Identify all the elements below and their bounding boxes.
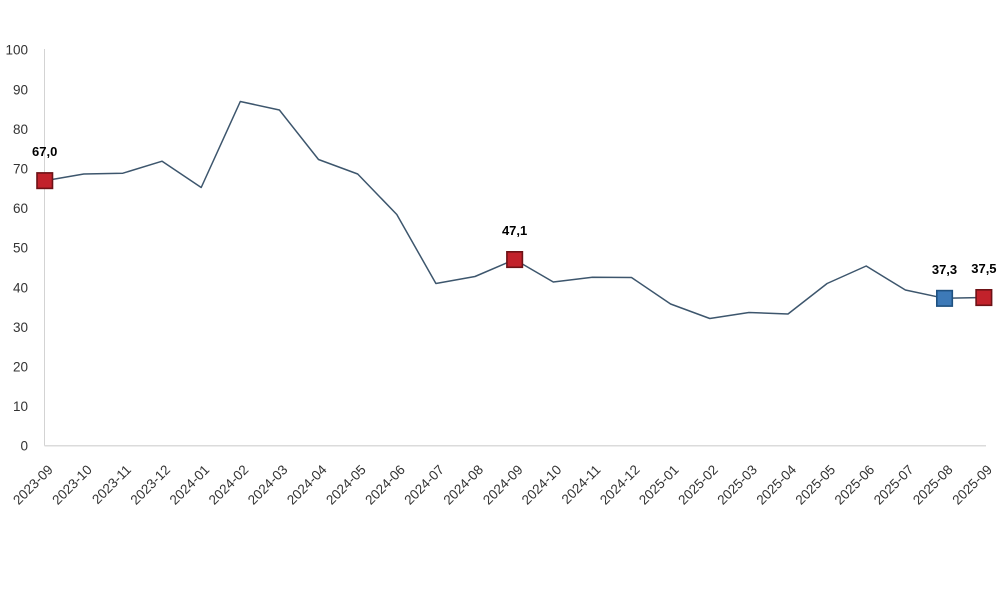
- svg-text:50: 50: [13, 241, 28, 256]
- svg-text:90: 90: [13, 82, 28, 97]
- svg-text:37,3: 37,3: [932, 262, 957, 277]
- svg-text:67,0: 67,0: [32, 144, 57, 159]
- svg-text:10: 10: [13, 399, 28, 414]
- svg-text:40: 40: [13, 280, 28, 295]
- svg-text:70: 70: [13, 162, 28, 177]
- svg-text:100: 100: [5, 43, 28, 58]
- svg-text:20: 20: [13, 360, 28, 375]
- svg-text:30: 30: [13, 320, 28, 335]
- svg-text:37,5: 37,5: [971, 261, 996, 276]
- svg-text:60: 60: [13, 201, 28, 216]
- svg-text:80: 80: [13, 122, 28, 137]
- svg-text:47,1: 47,1: [502, 223, 527, 238]
- svg-text:0: 0: [20, 439, 28, 454]
